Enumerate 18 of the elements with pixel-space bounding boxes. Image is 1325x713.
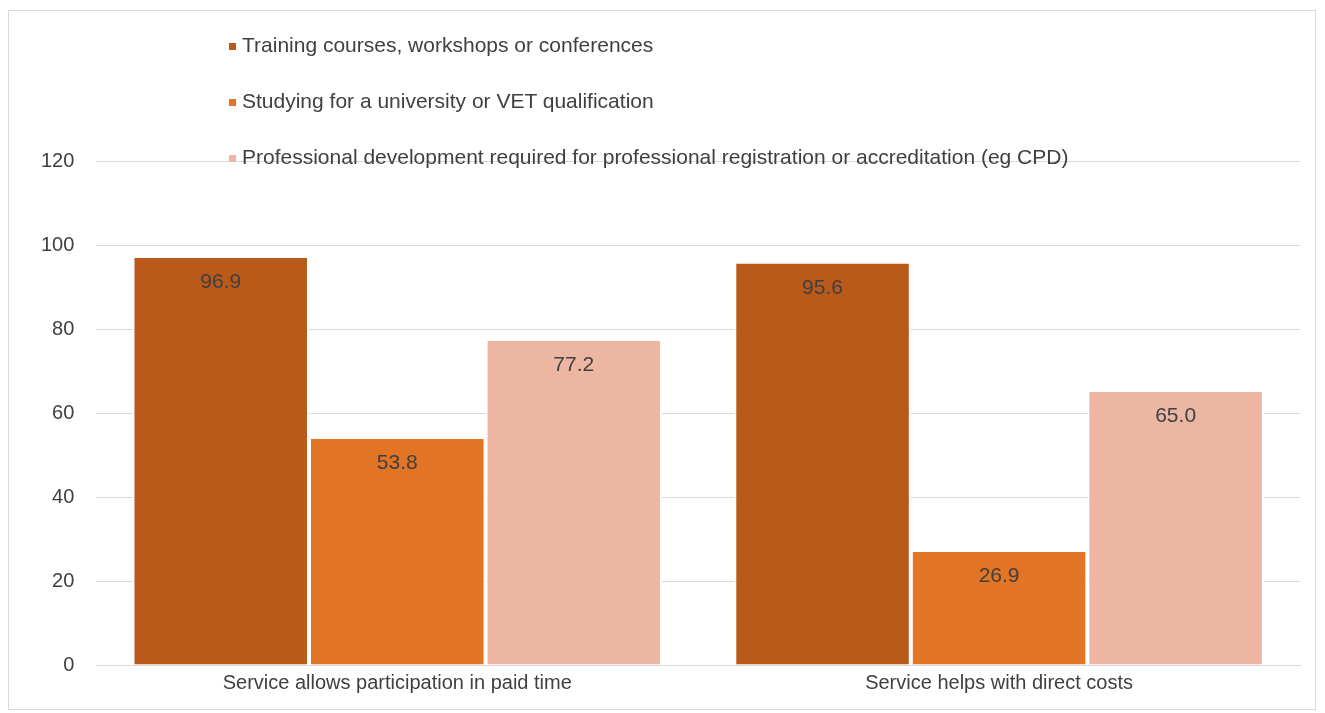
x-tick-label: Service allows participation in paid time bbox=[222, 670, 572, 693]
y-tick-label: 80 bbox=[52, 316, 75, 339]
legend-label: Studying for a university or VET qualification bbox=[241, 89, 655, 114]
y-tick-label: 100 bbox=[40, 232, 75, 255]
data-label: 95.6 bbox=[802, 274, 843, 298]
y-tick-label: 0 bbox=[63, 652, 75, 675]
data-label: 77.2 bbox=[553, 352, 595, 376]
y-tick-label: 40 bbox=[52, 484, 75, 507]
y-tick-label: 20 bbox=[52, 568, 75, 591]
data-label: 96.9 bbox=[200, 269, 242, 293]
y-tick-label: 60 bbox=[52, 400, 75, 423]
data-label: 26.9 bbox=[978, 563, 1020, 587]
data-label: 65.0 bbox=[1155, 403, 1197, 427]
y-tick-label: 120 bbox=[40, 148, 75, 171]
x-tick-label: Service helps with direct costs bbox=[865, 670, 1134, 693]
legend-label: Training courses, workshops or conferences bbox=[241, 33, 655, 58]
data-label: 53.8 bbox=[376, 450, 418, 474]
legend-label: Professional development required for professional registration or accreditation (eg CPD) bbox=[241, 145, 1069, 170]
